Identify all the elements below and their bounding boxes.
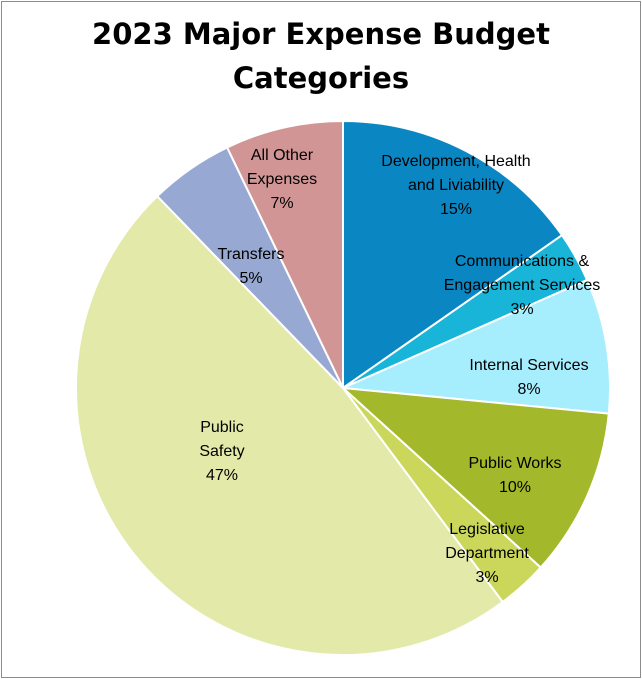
slice-name-label: Internal Services: [469, 357, 588, 374]
slice-label: Communications & Engagement Services 3%: [444, 253, 601, 318]
slice-name-label: Expenses: [247, 171, 317, 188]
slice-label: Transfers 5%: [218, 246, 285, 287]
slice-percent-label: 47%: [206, 467, 238, 484]
slice-name-label: Department: [445, 545, 529, 562]
slice-name-label: Safety: [199, 443, 244, 460]
slice-percent-label: 7%: [270, 195, 293, 212]
slice-label: All Other Expenses 7%: [247, 147, 317, 212]
slice-name-label: Communications &: [455, 253, 590, 270]
pie-slice: [342, 119, 564, 390]
slice-label: Development, Health and Liviability 15%: [381, 153, 530, 218]
slice-percent-label: 3%: [475, 569, 498, 586]
slice-name-label: All Other: [251, 147, 314, 164]
slice-name-label: Public: [200, 419, 244, 436]
slice-name-label: and Liviability: [408, 177, 504, 194]
slice-percent-label: 5%: [239, 270, 262, 287]
slice-label: Public Works 10%: [468, 455, 561, 496]
slice-name-label: Engagement Services: [444, 277, 601, 294]
pie-slice: [339, 278, 612, 415]
pie-slice: [340, 386, 610, 569]
slice-percent-label: 15%: [440, 201, 472, 218]
slice-percent-label: 10%: [499, 479, 531, 496]
slice-label: Internal Services 8%: [469, 357, 588, 398]
pie-slice: [74, 194, 505, 657]
slice-name-label: Development, Health: [381, 153, 530, 170]
pie-slice: [225, 119, 344, 389]
slice-name-label: Public Works: [468, 455, 561, 472]
slice-name-label: Transfers: [218, 246, 285, 263]
chart-title-line-2: Categories: [232, 61, 410, 95]
slice-percent-label: 3%: [510, 301, 533, 318]
chart-title: 2023 Major Expense Budget Categories: [2, 12, 640, 100]
chart-title-line-1: 2023 Major Expense Budget: [92, 17, 550, 51]
slice-name-label: Legislative: [449, 521, 525, 538]
slice-label: Legislative Department 3%: [445, 521, 529, 586]
slice-label: Public Safety 47%: [199, 419, 244, 484]
slice-percent-label: 8%: [517, 381, 540, 398]
